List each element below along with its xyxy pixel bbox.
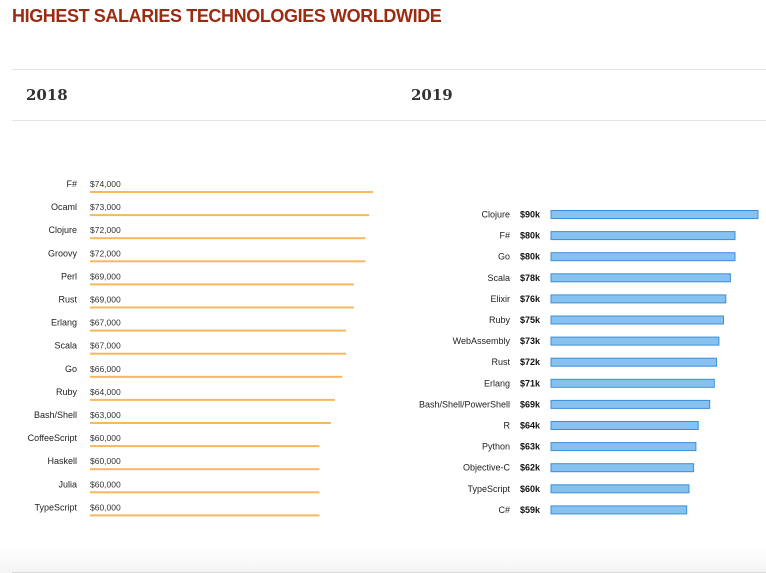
bar-2019-erlang-8 [550, 378, 715, 388]
bar-2019-bash-shell-powershell-9 [550, 399, 711, 409]
category-label-2019-rust-7: Rust [491, 357, 510, 367]
bar-2019-python-11 [550, 442, 697, 452]
value-label-2019-c-14: $59k [520, 505, 541, 515]
bar-2019-r-10 [550, 421, 699, 430]
value-label-2018-julia-13: $60,000 [90, 479, 121, 489]
category-label-2019-erlang-8: Erlang [484, 378, 510, 388]
page-title: HIGHEST SALARIES TECHNOLOGIES WORLDWIDE [12, 6, 442, 26]
category-label-2019-c-14: C# [498, 505, 510, 515]
bar-2019-webassembly-6 [550, 336, 720, 346]
value-label-2019-elixir-4: $76k [520, 294, 541, 304]
category-label-2019-f-1: F# [499, 231, 510, 241]
value-label-2019-f-1: $80k [520, 231, 541, 241]
value-label-2018-ruby-9: $64,000 [90, 387, 121, 397]
value-label-2019-python-11: $63k [520, 442, 541, 452]
value-label-2019-clojure-0: $90k [520, 210, 541, 220]
category-label-2019-go-2: Go [498, 252, 510, 262]
category-label-2018-typescript-14: TypeScript [34, 502, 77, 512]
chart-2019-title: 2019 [411, 86, 453, 104]
bar-2018-rust-5 [90, 306, 354, 309]
bar-2019-elixir-4 [550, 294, 727, 304]
value-label-2019-typescript-13: $60k [520, 484, 541, 494]
category-label-2018-julia-13: Julia [58, 479, 77, 489]
category-label-2019-python-11: Python [482, 442, 510, 452]
value-label-2018-haskell-12: $60,000 [90, 456, 121, 466]
category-label-2019-bash-shell-powershell-9: Bash/Shell/PowerShell [419, 399, 510, 409]
value-label-2018-coffeescript-11: $60,000 [90, 433, 121, 443]
category-label-2018-clojure-2: Clojure [48, 225, 77, 235]
value-label-2019-bash-shell-powershell-9: $69k [520, 399, 541, 409]
bar-2018-typescript-14 [90, 514, 320, 517]
bar-2018-perl-4 [90, 283, 354, 286]
top-divider [12, 69, 766, 70]
bar-2019-f-1 [550, 231, 736, 241]
value-label-2018-f-0: $74,000 [90, 179, 121, 189]
bottom-shade [0, 548, 766, 573]
bar-2018-f-0 [90, 191, 373, 193]
bar-2019-c-14 [550, 505, 688, 515]
value-label-2018-erlang-6: $67,000 [90, 318, 121, 328]
category-label-2018-haskell-12: Haskell [47, 456, 77, 466]
chart-2018: F# $74,000 Ocaml $73,000 Clojure $72,000 Groov… [28, 179, 373, 517]
chart-2019: Clojure $90k F# $80k Go $80k Scala $78k Elixir $7… [419, 210, 759, 515]
category-label-2018-f-0: F# [66, 179, 77, 189]
bar-2018-erlang-6 [90, 329, 347, 332]
category-label-2018-perl-4: Perl [61, 271, 77, 281]
value-label-2018-perl-4: $69,000 [90, 271, 121, 281]
bar-2018-julia-13 [90, 491, 320, 494]
value-label-2019-scala-3: $78k [520, 273, 541, 283]
bar-2018-clojure-2 [90, 237, 366, 240]
bar-2018-scala-7 [90, 352, 347, 355]
bar-2019-rust-7 [550, 357, 718, 367]
bar-2019-clojure-0 [550, 210, 759, 219]
category-label-2019-webassembly-6: WebAssembly [453, 336, 511, 346]
bar-2018-ruby-9 [90, 398, 335, 401]
bar-2018-coffeescript-11 [90, 445, 320, 448]
bar-2019-ruby-5 [550, 315, 724, 325]
category-label-2018-go-8: Go [65, 364, 77, 374]
value-label-2019-objective-c-12: $62k [520, 463, 541, 473]
category-label-2019-objective-c-12: Objective-C [463, 463, 511, 473]
value-label-2018-scala-7: $67,000 [90, 341, 121, 351]
bar-2018-groovy-3 [90, 260, 366, 263]
header-divider [12, 120, 766, 121]
value-label-2018-groovy-3: $72,000 [90, 248, 121, 258]
category-label-2018-scala-7: Scala [54, 341, 77, 351]
value-label-2019-go-2: $80k [520, 252, 541, 262]
category-label-2018-rust-5: Rust [58, 295, 77, 305]
category-label-2018-ocaml-1: Ocaml [51, 202, 77, 212]
bar-2018-ocaml-1 [90, 214, 370, 217]
bar-2019-scala-3 [550, 273, 731, 283]
category-label-2019-ruby-5: Ruby [489, 315, 511, 325]
value-label-2019-webassembly-6: $73k [520, 336, 541, 346]
category-label-2019-typescript-13: TypeScript [467, 484, 510, 494]
value-label-2018-bash-shell-10: $63,000 [90, 410, 121, 420]
bar-2018-go-8 [90, 375, 343, 378]
category-label-2019-clojure-0: Clojure [481, 210, 510, 220]
bar-2019-go-2 [550, 252, 736, 262]
value-label-2019-ruby-5: $75k [520, 315, 541, 325]
value-label-2018-clojure-2: $72,000 [90, 225, 121, 235]
category-label-2018-bash-shell-10: Bash/Shell [34, 410, 77, 420]
category-label-2019-r-10: R [504, 421, 511, 431]
category-label-2019-elixir-4: Elixir [491, 294, 511, 304]
bar-2019-objective-c-12 [550, 463, 695, 473]
value-label-2019-erlang-8: $71k [520, 378, 541, 388]
category-label-2018-coffeescript-11: CoffeeScript [28, 433, 78, 443]
chart-2018-title: 2018 [26, 86, 68, 104]
bar-2018-bash-shell-10 [90, 422, 331, 424]
value-label-2018-go-8: $66,000 [90, 364, 121, 374]
value-label-2019-r-10: $64k [520, 421, 541, 431]
value-label-2018-ocaml-1: $73,000 [90, 202, 121, 212]
category-label-2018-erlang-6: Erlang [51, 318, 77, 328]
category-label-2018-ruby-9: Ruby [56, 387, 78, 397]
value-label-2018-typescript-14: $60,000 [90, 502, 121, 512]
value-label-2018-rust-5: $69,000 [90, 295, 121, 305]
bar-2018-haskell-12 [90, 468, 320, 471]
category-label-2018-groovy-3: Groovy [48, 248, 78, 258]
value-label-2019-rust-7: $72k [520, 357, 541, 367]
bar-2019-typescript-13 [550, 484, 690, 494]
category-label-2019-scala-3: Scala [487, 273, 510, 283]
